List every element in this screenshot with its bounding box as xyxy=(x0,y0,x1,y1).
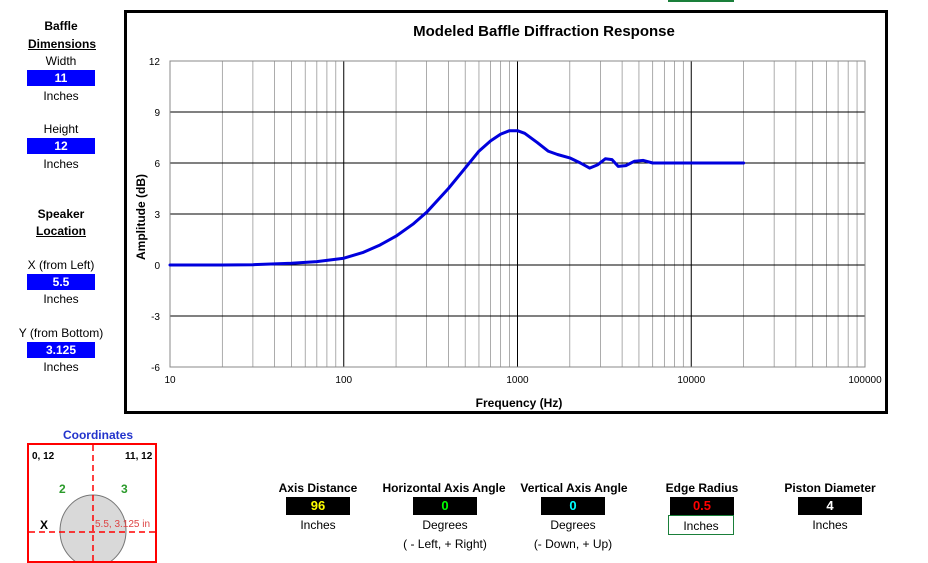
location-title: Location xyxy=(36,224,86,238)
horizontal-angle-unit: Degrees xyxy=(422,518,468,532)
height-unit: Inches xyxy=(43,157,79,171)
y-unit: Inches xyxy=(43,360,79,374)
baffle-title: Baffle xyxy=(44,19,78,33)
response-curve-line xyxy=(168,129,746,267)
y-tick-label: 0 xyxy=(154,261,160,272)
piston-diameter-unit: Inches xyxy=(812,518,848,532)
edge-radius-label: Edge Radius xyxy=(665,481,739,495)
x-tick-label: 1000 xyxy=(506,375,529,386)
y-tick-label: 9 xyxy=(154,108,160,119)
baffle-diagram xyxy=(29,445,155,561)
top-right-coord: 11, 12 xyxy=(125,451,153,462)
x-axis-label: Frequency (Hz) xyxy=(476,396,563,410)
x-position-input[interactable]: 5.5 xyxy=(27,274,95,290)
quadrant-3-label: 3 xyxy=(121,482,128,496)
horizontal-angle-label: Horizontal Axis Angle xyxy=(382,481,506,495)
y-position-input[interactable]: 3.125 xyxy=(27,342,95,358)
chart-grid xyxy=(169,60,866,368)
y-from-bottom-label: Y (from Bottom) xyxy=(18,326,104,340)
vertical-angle-unit: Degrees xyxy=(550,518,596,532)
y-tick-label: 12 xyxy=(149,57,161,68)
x-axis-marker: X xyxy=(40,518,49,532)
quadrant-2-label: 2 xyxy=(59,482,66,496)
horizontal-angle-input[interactable]: 0 xyxy=(413,497,477,515)
y-tick-label: 6 xyxy=(154,159,160,170)
speaker-position-text: 5.5, 3.125 in xyxy=(95,519,151,530)
vertical-angle-label: Vertical Axis Angle xyxy=(520,481,628,495)
axis-distance-unit: Inches xyxy=(300,518,336,532)
axis-distance-input[interactable]: 96 xyxy=(286,497,350,515)
y-tick-label: 3 xyxy=(154,210,160,221)
height-label: Height xyxy=(43,122,79,136)
plot-border xyxy=(169,60,866,368)
edge-radius-unit-cell[interactable]: Inches xyxy=(668,515,734,535)
chart-title: Modeled Baffle Diffraction Response xyxy=(413,23,675,40)
speaker-title: Speaker xyxy=(37,207,85,221)
y-tick-label: -6 xyxy=(151,363,160,374)
coordinates-diagram: 0, 12 11, 12 2 3 X 5.5, 3.125 in xyxy=(27,443,157,563)
piston-diameter-input[interactable]: 4 xyxy=(798,497,862,515)
vertical-angle-note: (- Down, + Up) xyxy=(533,537,613,551)
x-unit: Inches xyxy=(43,292,79,306)
edge-radius-input[interactable]: 0.5 xyxy=(670,497,734,515)
y-axis-label: Amplitude (dB) xyxy=(134,174,148,260)
x-tick-label: 10 xyxy=(164,375,176,386)
response-chart: Modeled Baffle Diffraction Response 10 10… xyxy=(134,23,882,410)
chart-area[interactable]: Modeled Baffle Diffraction Response 10 10… xyxy=(124,10,888,414)
selected-cell-indicator xyxy=(668,0,734,2)
axis-distance-label: Axis Distance xyxy=(278,481,358,495)
height-input[interactable]: 12 xyxy=(27,138,95,154)
chart-series xyxy=(168,129,746,267)
coordinates-title: Coordinates xyxy=(62,428,133,442)
top-left-coord: 0, 12 xyxy=(32,451,55,462)
chart-tick-labels: 10 100 1000 10000 100000 -6 -3 0 3 6 9 12 xyxy=(149,57,882,386)
vertical-angle-input[interactable]: 0 xyxy=(541,497,605,515)
horizontal-angle-note: ( - Left, + Right) xyxy=(403,537,487,551)
width-unit: Inches xyxy=(43,89,79,103)
x-tick-label: 10000 xyxy=(677,375,705,386)
piston-diameter-label: Piston Diameter xyxy=(784,481,876,495)
width-input[interactable]: 11 xyxy=(27,70,95,86)
dimensions-title: Dimensions xyxy=(27,37,96,51)
y-tick-label: -3 xyxy=(151,312,160,323)
x-tick-label: 100000 xyxy=(848,375,882,386)
width-label: Width xyxy=(45,54,77,68)
x-from-left-label: X (from Left) xyxy=(27,258,95,272)
x-tick-label: 100 xyxy=(335,375,352,386)
